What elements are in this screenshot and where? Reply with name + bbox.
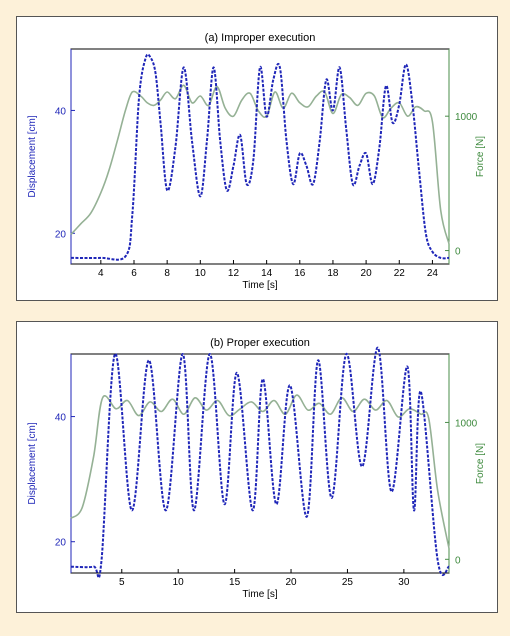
- right-y-tick-label: 1000: [455, 112, 478, 123]
- left-y-axis-label: Displacement [cm]: [27, 422, 38, 504]
- chart-panel-improper: (a) Improper execution 4 6 8 10 12 14 16 18 20 22 2…: [16, 16, 498, 301]
- x-tick-label: 6: [131, 268, 137, 279]
- x-tick-label: 15: [229, 577, 241, 588]
- x-axis-label: Time [s]: [242, 280, 277, 291]
- x-tick-label: 4: [98, 268, 104, 279]
- x-tick-label: 10: [173, 577, 185, 588]
- plot-frame: [70, 353, 450, 574]
- x-tick-label: 25: [342, 577, 354, 588]
- right-y-tick-label: 0: [455, 555, 461, 566]
- right-y-axis-label: Force [N]: [475, 136, 486, 177]
- x-axis-label: Time [s]: [242, 589, 277, 600]
- chart-title: (a) Improper execution: [205, 32, 316, 44]
- x-tick-label: 20: [285, 577, 297, 588]
- displacement-series-line: [70, 53, 450, 261]
- x-tick-label: 18: [327, 268, 339, 279]
- x-tick-label: 30: [398, 577, 410, 588]
- x-tick-label: 12: [228, 268, 240, 279]
- left-y-tick-label: 20: [55, 538, 67, 549]
- chart-proper-execution: (b) Proper execution 5 10 15 20 25 30 20 40 0 1000…: [27, 337, 486, 600]
- plot-frame: [70, 48, 450, 265]
- x-tick-label: 8: [164, 268, 170, 279]
- x-tick-label: 14: [261, 268, 273, 279]
- force-series-line: [70, 84, 450, 245]
- chart-panel-proper: (b) Proper execution 5 10 15 20 25 30 20 40 0 1000…: [16, 321, 498, 613]
- x-tick-label: 20: [361, 268, 373, 279]
- force-series-line: [70, 394, 450, 549]
- x-tick-label: 10: [195, 268, 207, 279]
- right-y-tick-label: 1000: [455, 418, 478, 429]
- x-tick-label: 24: [427, 268, 439, 279]
- displacement-series-line: [70, 346, 450, 579]
- right-y-tick-label: 0: [455, 247, 461, 258]
- left-y-tick-label: 20: [55, 229, 67, 240]
- left-y-tick-label: 40: [55, 413, 67, 424]
- right-y-axis-label: Force [N]: [475, 443, 486, 484]
- chart-title: (b) Proper execution: [210, 337, 310, 349]
- x-tick-label: 22: [394, 268, 406, 279]
- x-tick-label: 16: [294, 268, 306, 279]
- x-tick-label: 5: [119, 577, 125, 588]
- left-y-tick-label: 40: [55, 106, 67, 117]
- chart-improper-execution: (a) Improper execution 4 6 8 10 12 14 16 18 20 22 2…: [27, 32, 486, 291]
- left-y-axis-label: Displacement [cm]: [27, 115, 38, 197]
